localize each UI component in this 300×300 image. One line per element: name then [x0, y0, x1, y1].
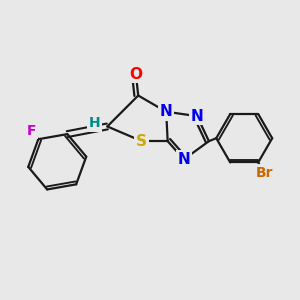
Text: S: S — [136, 134, 147, 149]
Text: Br: Br — [256, 166, 273, 180]
Text: H: H — [89, 116, 101, 130]
Text: N: N — [178, 152, 190, 167]
Text: F: F — [26, 124, 36, 138]
Text: O: O — [129, 67, 142, 82]
Text: N: N — [191, 109, 203, 124]
Text: N: N — [160, 104, 172, 119]
